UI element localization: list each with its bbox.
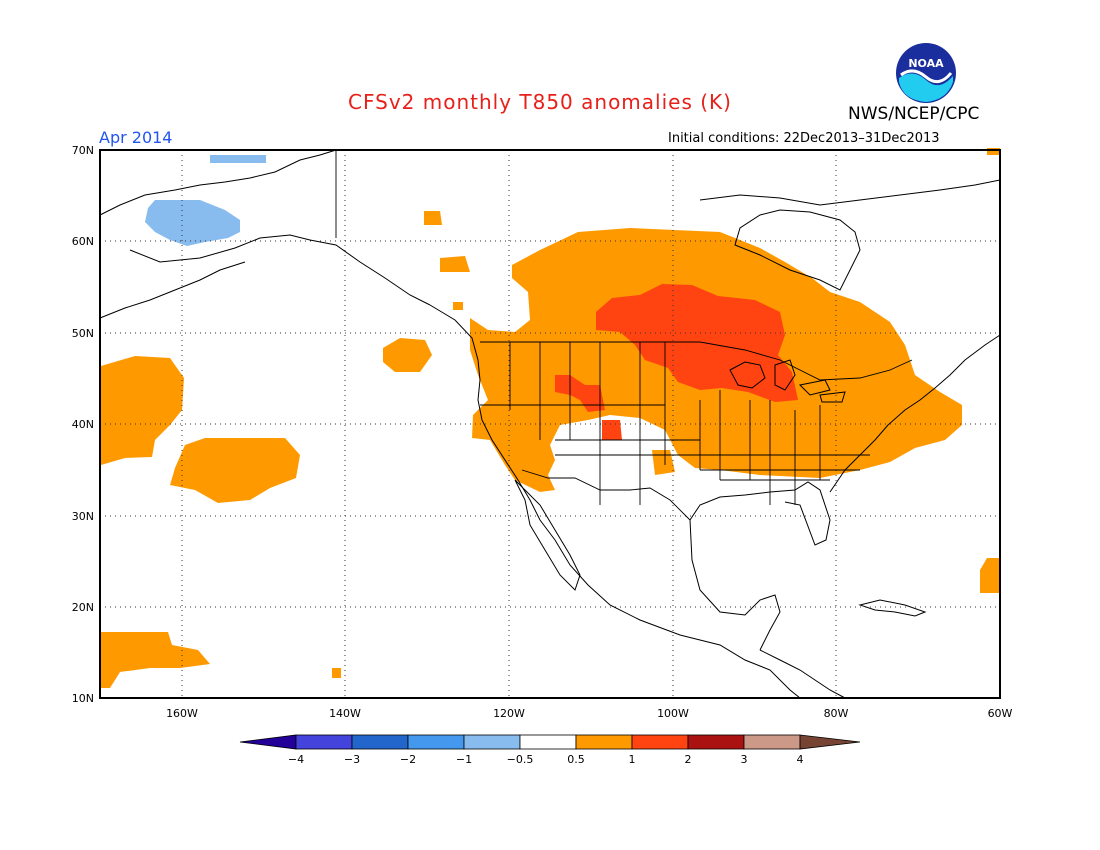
colorbar-swatch-7: [631, 734, 689, 750]
initial-conditions-label: Initial conditions: 22Dec2013–31Dec2013: [668, 131, 940, 146]
aleutians: [99, 261, 246, 319]
hot-anomaly-west-1: [555, 375, 605, 412]
colorbar-swatch-3: [407, 734, 465, 750]
colorbar-tick-label: −4: [288, 753, 304, 766]
warm-anomaly-pacific-1: [101, 356, 184, 465]
warm-anomaly-pacific-small-4: [453, 302, 463, 310]
lat-label-40n: 40N: [72, 418, 94, 431]
anomaly-shading: [101, 148, 1000, 688]
colorbar-tick-label: −2: [400, 753, 416, 766]
colorbar-tick-label: 1: [629, 753, 636, 766]
colorbar-tick-label: −3: [344, 753, 360, 766]
colorbar-swatch-2: [351, 734, 409, 750]
arctic-islands: [699, 179, 1001, 206]
colorbar-tick-label: −0.5: [507, 753, 534, 766]
cool-anomaly-alaska: [210, 155, 266, 163]
longitude-labels: 160W 140W 120W 100W 80W 60W: [166, 707, 1012, 720]
lat-label-70n: 70N: [72, 144, 94, 157]
colorbar-swatch-9: [743, 734, 801, 750]
lat-label-10n: 10N: [72, 692, 94, 705]
west-coast: [429, 304, 801, 699]
east-coast: [829, 334, 1001, 493]
baja: [514, 479, 581, 591]
colorbar-swatch-4: [463, 734, 521, 750]
us-canada-border: [480, 341, 913, 381]
warm-anomaly-atlantic-small: [980, 558, 1000, 593]
lat-label-20n: 20N: [72, 601, 94, 614]
map-frame: [99, 149, 1001, 699]
mexico-gulf: [689, 519, 781, 651]
hudson-bay: [734, 209, 861, 291]
map-title: CFSv2 monthly T850 anomalies (K): [348, 90, 732, 114]
warm-anomaly-pacific-small-2: [440, 256, 470, 272]
lon-label-140w: 140W: [329, 707, 361, 720]
forecast-month-label: Apr 2014: [99, 128, 173, 147]
us-mexico-border: [521, 469, 691, 521]
warm-anomaly-southwest-small: [652, 450, 675, 475]
alaska-south-coast: [129, 234, 431, 306]
state-lines: [480, 342, 870, 505]
lat-label-30n: 30N: [72, 510, 94, 523]
lat-label-50n: 50N: [72, 327, 94, 340]
colorbar-tick-label: 4: [797, 753, 804, 766]
colorbar-swatch-1: [295, 734, 353, 750]
coastlines: [99, 149, 1001, 699]
gulf-coast: [689, 481, 831, 546]
lon-label-60w: 60W: [988, 707, 1013, 720]
colorbar-labels: −4 −3 −2 −1 −0.5 0.5 1 2 3 4: [288, 753, 804, 766]
colorbar-swatch-6: [575, 734, 633, 750]
noaa-logo: NOAA: [896, 43, 956, 103]
colorbar-cap-low: [239, 734, 297, 750]
warm-anomaly-pacific-3: [101, 632, 210, 688]
colorbar-swatch-5: [519, 734, 577, 750]
latitude-labels: 70N 60N 50N 40N 30N 20N 10N: [72, 144, 94, 705]
cool-anomaly-alaska-main: [145, 200, 240, 246]
hot-anomaly-core: [596, 284, 798, 402]
warm-anomaly-pacific-small-1: [383, 338, 432, 372]
lat-label-60n: 60N: [72, 235, 94, 248]
alaska-coast: [99, 149, 337, 216]
colorbar-swatch-8: [687, 734, 745, 750]
lon-label-100w: 100W: [657, 707, 689, 720]
hot-anomaly-west-2: [602, 420, 622, 440]
lon-label-160w: 160W: [166, 707, 198, 720]
logo-text: NOAA: [908, 57, 944, 70]
colorbar-tick-label: 0.5: [567, 753, 585, 766]
graticule: [100, 150, 1000, 698]
warm-anomaly-pacific-small-3: [424, 211, 442, 225]
lon-label-80w: 80W: [824, 707, 849, 720]
lon-label-120w: 120W: [493, 707, 525, 720]
colorbar-tick-label: 3: [741, 753, 748, 766]
cuba: [858, 599, 927, 617]
agency-label: NWS/NCEP/CPC: [848, 104, 980, 124]
colorbar: [239, 734, 861, 750]
colorbar-tick-label: 2: [685, 753, 692, 766]
great-lakes: [729, 359, 846, 403]
colorbar-cap-high: [799, 734, 861, 750]
warm-anomaly-pacific-2: [170, 438, 300, 503]
colorbar-tick-label: −1: [456, 753, 472, 766]
central-america: [759, 649, 846, 699]
warm-anomaly-pacific-small-5: [332, 668, 341, 678]
political-borders: [335, 150, 913, 521]
